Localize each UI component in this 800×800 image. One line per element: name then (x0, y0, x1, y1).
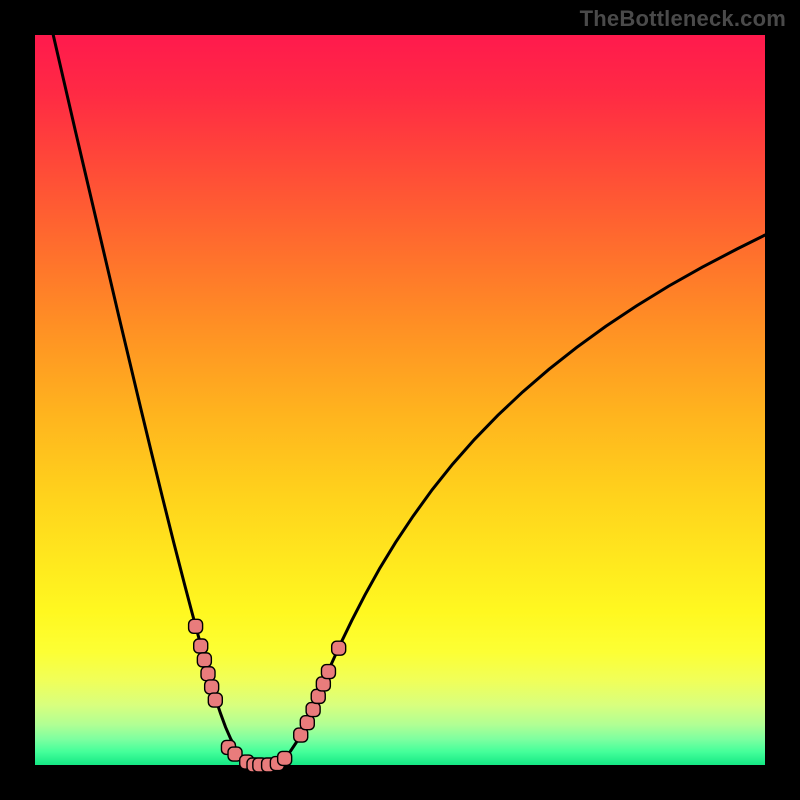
data-marker (332, 641, 346, 655)
data-marker (208, 693, 222, 707)
data-marker (278, 751, 292, 765)
watermark-text: TheBottleneck.com (580, 6, 786, 32)
plot-background (35, 35, 765, 765)
data-marker (194, 639, 208, 653)
data-marker (300, 716, 314, 730)
data-marker (197, 653, 211, 667)
bottleneck-chart (0, 0, 800, 800)
data-marker (321, 665, 335, 679)
data-marker (201, 667, 215, 681)
data-marker (205, 680, 219, 694)
data-marker (306, 703, 320, 717)
data-marker (189, 619, 203, 633)
